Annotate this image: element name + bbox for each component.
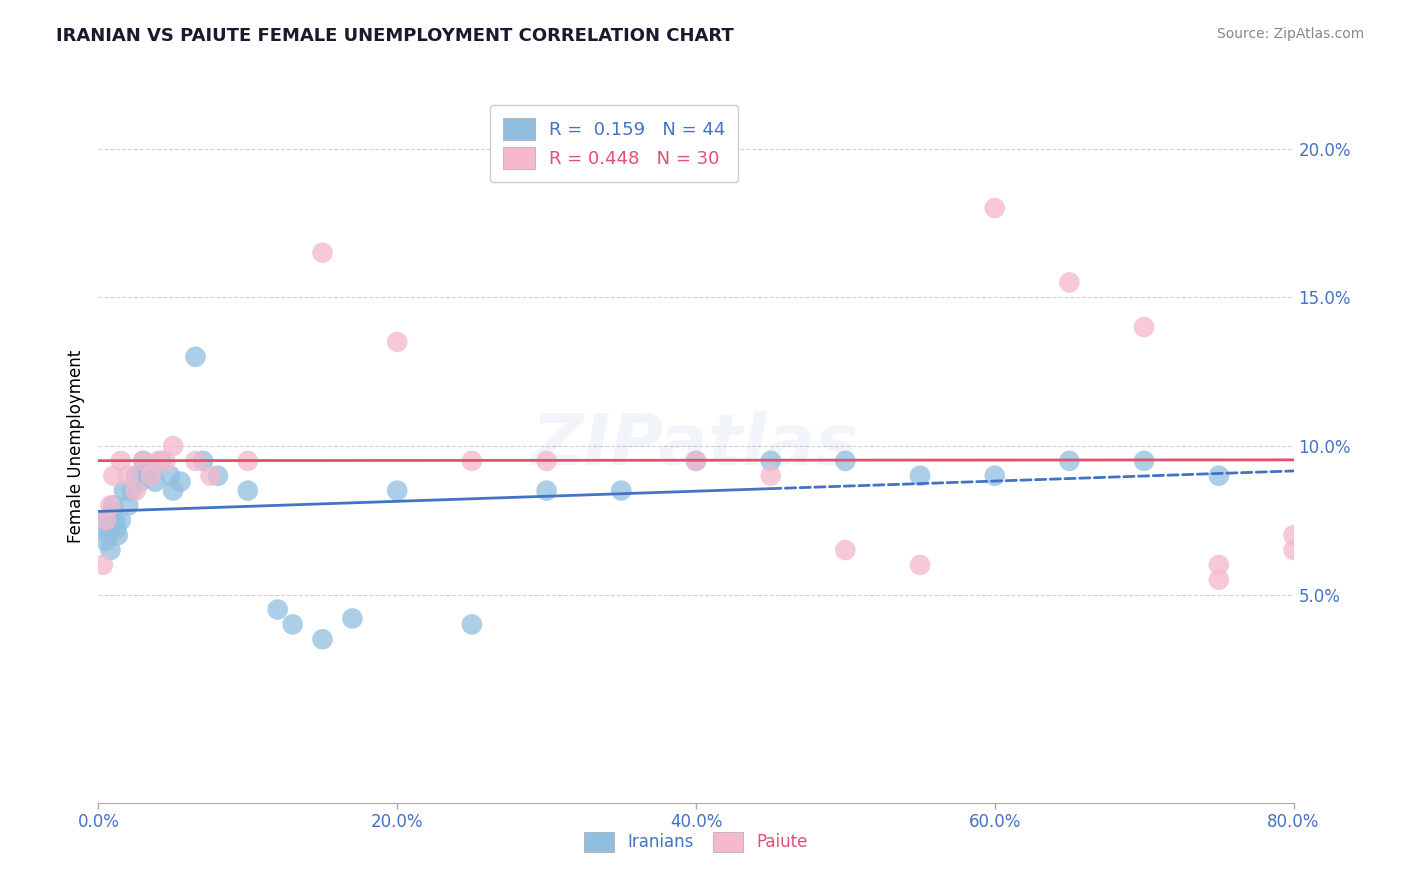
Text: Source: ZipAtlas.com: Source: ZipAtlas.com — [1216, 27, 1364, 41]
Point — [117, 499, 139, 513]
Point — [104, 513, 127, 527]
Point — [267, 602, 290, 616]
Point — [159, 468, 181, 483]
Point — [103, 499, 125, 513]
Point — [1208, 558, 1230, 572]
Point — [135, 468, 157, 483]
Point — [536, 483, 558, 498]
Point — [834, 454, 856, 468]
Point — [1133, 454, 1156, 468]
Point — [112, 483, 135, 498]
Point — [110, 513, 132, 527]
Point — [132, 454, 155, 468]
Point — [281, 617, 304, 632]
Point — [200, 468, 222, 483]
Point — [184, 350, 207, 364]
Point — [91, 513, 114, 527]
Point — [184, 454, 207, 468]
Point — [536, 454, 558, 468]
Point — [311, 245, 333, 260]
Point — [1282, 543, 1305, 558]
Point — [150, 454, 173, 468]
Point — [1133, 320, 1156, 334]
Point — [169, 475, 191, 489]
Point — [110, 454, 132, 468]
Point — [101, 504, 124, 518]
Point — [984, 201, 1007, 215]
Point — [1059, 454, 1081, 468]
Point — [125, 483, 148, 498]
Point — [117, 468, 139, 483]
Point — [148, 454, 170, 468]
Point — [162, 439, 184, 453]
Point — [236, 454, 259, 468]
Point — [125, 468, 148, 483]
Point — [1059, 276, 1081, 290]
Point — [1282, 528, 1305, 542]
Point — [236, 483, 259, 498]
Point — [191, 454, 214, 468]
Point — [139, 463, 162, 477]
Point — [96, 522, 118, 536]
Point — [908, 558, 931, 572]
Legend: Iranians, Paiute: Iranians, Paiute — [576, 825, 815, 859]
Point — [129, 475, 152, 489]
Point — [1208, 573, 1230, 587]
Point — [610, 483, 633, 498]
Point — [1208, 468, 1230, 483]
Text: IRANIAN VS PAIUTE FEMALE UNEMPLOYMENT CORRELATION CHART: IRANIAN VS PAIUTE FEMALE UNEMPLOYMENT CO… — [56, 27, 734, 45]
Point — [311, 632, 333, 647]
Point — [132, 454, 155, 468]
Point — [385, 334, 409, 349]
Point — [139, 468, 162, 483]
Point — [98, 543, 122, 558]
Point — [120, 483, 142, 498]
Point — [385, 483, 409, 498]
Point — [97, 528, 120, 542]
Point — [908, 468, 931, 483]
Point — [759, 454, 782, 468]
Point — [685, 454, 707, 468]
Point — [107, 528, 129, 542]
Point — [834, 543, 856, 558]
Point — [461, 617, 484, 632]
Point — [461, 454, 484, 468]
Point — [143, 475, 166, 489]
Point — [94, 513, 117, 527]
Point — [155, 454, 177, 468]
Point — [91, 558, 114, 572]
Point — [98, 499, 122, 513]
Point — [105, 522, 128, 536]
Point — [207, 468, 229, 483]
Y-axis label: Female Unemployment: Female Unemployment — [66, 350, 84, 542]
Point — [103, 468, 125, 483]
Point — [162, 483, 184, 498]
Point — [94, 534, 117, 549]
Text: ZIPatlas: ZIPatlas — [533, 411, 859, 481]
Point — [685, 454, 707, 468]
Point — [759, 468, 782, 483]
Point — [342, 611, 364, 625]
Point — [984, 468, 1007, 483]
